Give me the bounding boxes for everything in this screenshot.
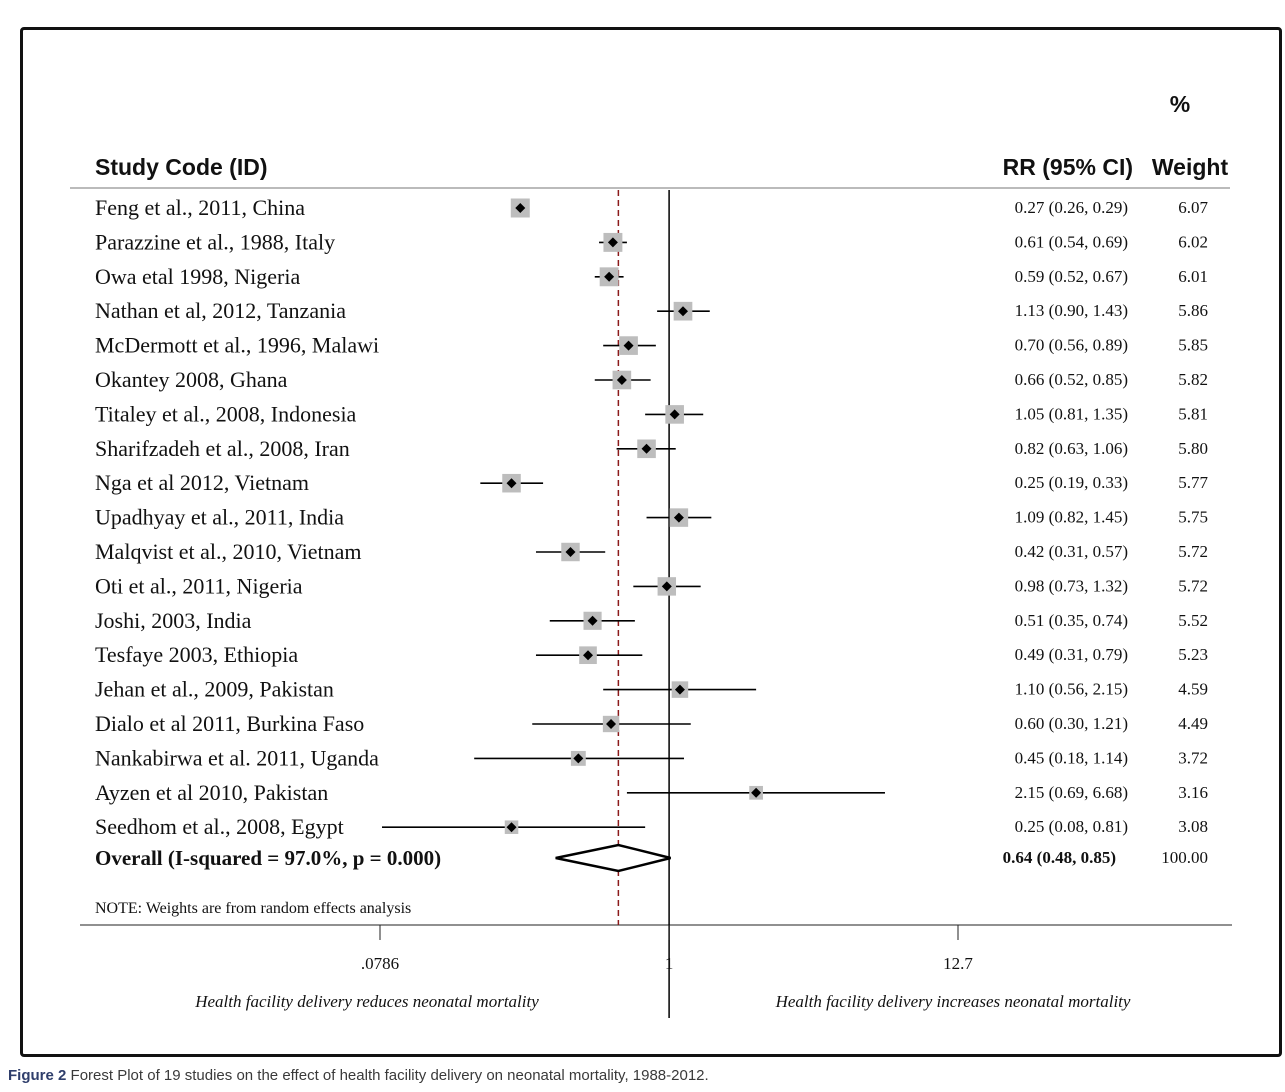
weight-value: 5.82 [1178, 370, 1208, 389]
point-estimate [573, 753, 584, 764]
study-label: Upadhyay et al., 2011, India [95, 505, 344, 530]
rr-ci-value: 0.45 (0.18, 1.14) [1015, 748, 1128, 767]
study-label: Nankabirwa et al. 2011, Uganda [95, 745, 379, 770]
favours-left-label: Health facility delivery reduces neonata… [194, 992, 539, 1011]
weight-value: 5.23 [1178, 645, 1208, 664]
header-study: Study Code (ID) [95, 154, 268, 180]
study-label: Seedhom et al., 2008, Egypt [95, 814, 344, 839]
study-label: Joshi, 2003, India [95, 608, 252, 633]
point-estimate [583, 650, 594, 661]
rr-ci-value: 1.10 (0.56, 2.15) [1015, 680, 1128, 699]
study-label: Jehan et al., 2009, Pakistan [95, 677, 334, 702]
study-label: Nga et al 2012, Vietnam [95, 470, 309, 495]
rr-ci-value: 0.51 (0.35, 0.74) [1015, 611, 1128, 630]
overall-rr-value: 0.64 (0.48, 0.85) [1003, 848, 1116, 867]
overall-label: Overall (I-squared = 97.0%, p = 0.000) [95, 846, 441, 870]
weight-value: 4.49 [1178, 714, 1208, 733]
point-estimate [515, 203, 526, 213]
weight-value: 3.16 [1178, 783, 1208, 802]
weight-value: 5.72 [1178, 542, 1208, 561]
x-tick-label: 12.7 [943, 954, 973, 973]
point-estimate [587, 615, 598, 626]
study-label: Ayzen et al 2010, Pakistan [95, 780, 328, 805]
point-estimate [623, 340, 634, 351]
study-label: Nathan et al, 2012, Tanzania [95, 298, 346, 323]
rr-ci-value: 0.60 (0.30, 1.21) [1015, 714, 1128, 733]
x-tick-label: .0786 [361, 954, 399, 973]
rr-ci-value: 0.25 (0.19, 0.33) [1015, 473, 1128, 492]
weight-value: 5.86 [1178, 301, 1208, 320]
figure-caption: Figure 2 Forest Plot of 19 studies on th… [8, 1067, 709, 1084]
study-label: McDermott et al., 1996, Malawi [95, 333, 379, 358]
weight-value: 6.07 [1178, 198, 1208, 217]
point-estimate [673, 512, 684, 523]
rr-ci-value: 0.82 (0.63, 1.06) [1015, 439, 1128, 458]
point-estimate [565, 547, 576, 557]
forest-plot: Study Code (ID) RR (95% CI)% Weight Feng et… [65, 65, 1233, 1020]
study-label: Tesfaye 2003, Ethiopia [95, 642, 298, 667]
figure-frame: Study Code (ID) RR (95% CI)% Weight Feng et… [20, 27, 1282, 1057]
overall-weight-value: 100.00 [1161, 848, 1208, 867]
weight-value: 4.59 [1178, 680, 1208, 699]
weight-value: 5.52 [1178, 611, 1208, 630]
weight-value: 3.08 [1178, 817, 1208, 836]
rr-ci-value: 0.98 (0.73, 1.32) [1015, 576, 1128, 595]
point-estimate [641, 443, 652, 454]
rr-ci-value: 1.05 (0.81, 1.35) [1015, 404, 1128, 423]
header-rr: RR (95% CI) [1003, 154, 1133, 180]
point-estimate [606, 719, 617, 729]
weight-value: 6.02 [1178, 232, 1208, 251]
caption-text: Forest Plot of 19 studies on the effect … [70, 1067, 709, 1084]
rr-ci-value: 0.61 (0.54, 0.69) [1015, 232, 1128, 251]
point-estimate [674, 684, 685, 695]
point-estimate [506, 822, 517, 833]
rr-ci-value: 0.49 (0.31, 0.79) [1015, 645, 1128, 664]
x-tick-label: 1 [665, 954, 674, 973]
study-label: Oti et al., 2011, Nigeria [95, 573, 303, 598]
weight-value: 5.77 [1178, 473, 1208, 492]
caption-label: Figure 2 [8, 1067, 67, 1084]
point-estimate [506, 478, 517, 489]
weight-value: 5.85 [1178, 336, 1208, 355]
header-weight: Weight [1152, 154, 1229, 180]
overall-diamond [555, 843, 671, 873]
rr-ci-value: 0.25 (0.08, 0.81) [1015, 817, 1128, 836]
point-estimate [751, 787, 762, 798]
rr-ci-value: 0.70 (0.56, 0.89) [1015, 336, 1128, 355]
weight-value: 3.72 [1178, 748, 1208, 767]
study-label: Sharifzadeh et al., 2008, Iran [95, 436, 350, 461]
point-estimate [616, 375, 627, 385]
point-estimate [604, 271, 615, 282]
study-label: Feng et al., 2011, China [95, 195, 305, 220]
weight-value: 5.80 [1178, 439, 1208, 458]
note-text: NOTE: Weights are from random effects an… [95, 900, 411, 917]
rr-ci-value: 0.42 (0.31, 0.57) [1015, 542, 1128, 561]
study-label: Malqvist et al., 2010, Vietnam [95, 539, 362, 564]
weight-value: 5.72 [1178, 576, 1208, 595]
study-label: Okantey 2008, Ghana [95, 367, 288, 392]
favours-right-label: Health facility delivery increases neona… [775, 992, 1131, 1011]
study-label: Owa etal 1998, Nigeria [95, 264, 300, 289]
rr-ci-value: 1.09 (0.82, 1.45) [1015, 508, 1128, 527]
weight-value: 5.81 [1178, 404, 1208, 423]
weight-value: 5.75 [1178, 508, 1208, 527]
point-estimate [661, 581, 672, 592]
weight-value: 6.01 [1178, 267, 1208, 286]
rr-ci-value: 0.27 (0.26, 0.29) [1015, 198, 1128, 217]
rr-ci-value: 1.13 (0.90, 1.43) [1015, 301, 1128, 320]
rr-ci-value: 0.59 (0.52, 0.67) [1015, 267, 1128, 286]
point-estimate [669, 409, 680, 420]
header-weight-pct: % [1170, 91, 1190, 117]
study-label: Dialo et al 2011, Burkina Faso [95, 711, 364, 736]
study-label: Parazzine et al., 1988, Italy [95, 229, 335, 254]
point-estimate [607, 237, 618, 248]
study-label: Titaley et al., 2008, Indonesia [95, 401, 357, 426]
point-estimate [677, 306, 688, 317]
rr-ci-value: 0.66 (0.52, 0.85) [1015, 370, 1128, 389]
rr-ci-value: 2.15 (0.69, 6.68) [1015, 783, 1128, 802]
